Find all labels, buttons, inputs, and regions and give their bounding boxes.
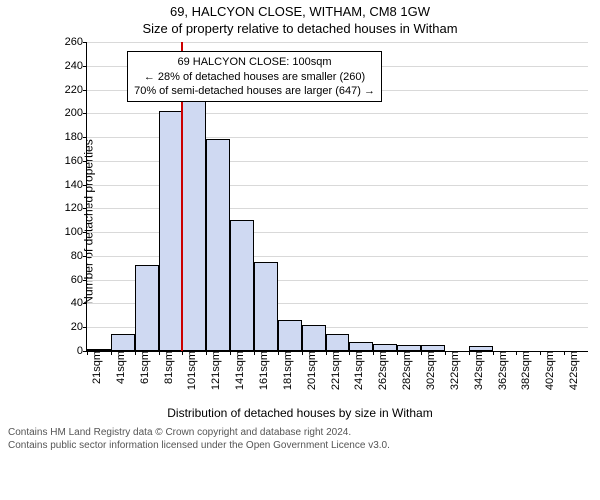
x-tick-label: 282sqm [397, 351, 413, 390]
y-tick-label: 160 [65, 155, 87, 167]
x-tick-label: 41sqm [111, 351, 127, 384]
x-tick-label: 241sqm [349, 351, 365, 390]
x-tick-label: 322sqm [445, 351, 461, 390]
footer: Contains HM Land Registry data © Crown c… [0, 420, 600, 452]
x-tick-label: 141sqm [230, 351, 246, 390]
y-gridline [87, 42, 588, 43]
y-tick-label: 80 [71, 250, 87, 262]
histogram-bar [349, 342, 373, 352]
x-tick-label: 302sqm [421, 351, 437, 390]
y-tick-label: 140 [65, 179, 87, 191]
x-tick-label: 221sqm [326, 351, 342, 390]
histogram-bar [302, 325, 326, 351]
histogram-bar [278, 320, 302, 351]
histogram-bar [135, 265, 159, 351]
page-title-line1: 69, HALCYON CLOSE, WITHAM, CM8 1GW [0, 4, 600, 19]
annotation-line2: ← 28% of detached houses are smaller (26… [134, 70, 375, 84]
histogram-bar [373, 344, 397, 351]
page-title-line2: Size of property relative to detached ho… [0, 21, 600, 36]
y-tick-label: 240 [65, 60, 87, 72]
annotation-line3: 70% of semi-detached houses are larger (… [134, 84, 375, 98]
x-tick-label: 101sqm [182, 351, 198, 390]
y-tick-label: 100 [65, 226, 87, 238]
histogram-bar [230, 220, 254, 351]
y-tick-label: 120 [65, 202, 87, 214]
footer-line1: Contains HM Land Registry data © Crown c… [8, 426, 592, 439]
x-tick-label: 121sqm [206, 351, 222, 390]
histogram-bar [159, 111, 183, 351]
x-tick-label: 161sqm [254, 351, 270, 390]
y-tick-label: 20 [71, 321, 87, 333]
plot-area: 02040608010012014016018020022024026021sq… [86, 42, 588, 352]
y-tick-label: 200 [65, 107, 87, 119]
x-tick-label: 422sqm [564, 351, 580, 390]
x-tick-label: 382sqm [516, 351, 532, 390]
histogram-bar [182, 99, 206, 351]
y-tick-label: 40 [71, 297, 87, 309]
footer-line2: Contains public sector information licen… [8, 439, 592, 452]
y-tick-label: 60 [71, 274, 87, 286]
annotation-box: 69 HALCYON CLOSE: 100sqm ← 28% of detach… [127, 51, 382, 102]
x-tick-label: 402sqm [540, 351, 556, 390]
y-tick-label: 0 [77, 345, 87, 357]
y-tick-label: 180 [65, 131, 87, 143]
x-tick-label: 81sqm [159, 351, 175, 384]
x-tick-label: 21sqm [87, 351, 103, 384]
histogram-bar [326, 334, 350, 351]
histogram-bar [111, 334, 135, 351]
x-tick-label: 362sqm [493, 351, 509, 390]
x-axis-label: Distribution of detached houses by size … [0, 406, 600, 420]
histogram-bar [254, 262, 278, 351]
annotation-line1: 69 HALCYON CLOSE: 100sqm [134, 55, 375, 69]
x-tick-label: 201sqm [302, 351, 318, 390]
x-tick-label: 342sqm [469, 351, 485, 390]
x-tick-label: 181sqm [278, 351, 294, 390]
x-tick-label: 61sqm [135, 351, 151, 384]
y-tick-label: 260 [65, 36, 87, 48]
histogram-chart: Number of detached properties 0204060801… [56, 42, 588, 402]
x-tick-label: 262sqm [373, 351, 389, 390]
histogram-bar [206, 139, 230, 351]
y-tick-label: 220 [65, 84, 87, 96]
